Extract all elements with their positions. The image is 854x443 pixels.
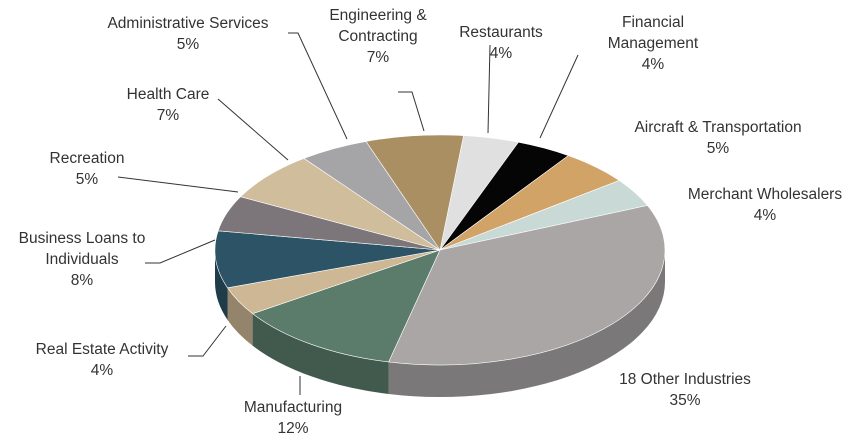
pie-slice-side: [227, 287, 253, 346]
value-label: 5%: [176, 36, 200, 53]
slice-label: Manufacturing 12%: [244, 397, 342, 439]
value-label: 5%: [75, 171, 99, 188]
slice-label: Administrative Services 5%: [107, 13, 268, 55]
slice-label: Recreation 5%: [50, 148, 125, 190]
slice-label: Financial Management 4%: [598, 12, 708, 75]
slice-label: 18 Other Industries 35%: [619, 369, 751, 411]
slice-label: Real Estate Activity 4%: [36, 339, 169, 381]
slice-label: Business Loans to Individuals 8%: [12, 228, 152, 291]
leader-line: [117, 176, 239, 193]
leader-line: [398, 91, 425, 132]
leader-line: [288, 32, 348, 140]
category-label: 18 Other Industries: [619, 371, 751, 388]
category-label: Manufacturing: [243, 399, 343, 416]
slice-label: Restaurants 4%: [459, 22, 543, 64]
category-label: Financial Management: [607, 14, 699, 52]
value-label: 4%: [753, 207, 777, 224]
pie-slice: [365, 134, 464, 251]
slice-label: Engineering & Contracting 7%: [318, 5, 438, 68]
pie-slice-side: [252, 313, 389, 394]
value-label: 5%: [706, 140, 730, 157]
leader-line: [487, 44, 491, 134]
category-label: Administrative Services: [107, 15, 269, 32]
category-label: Health Care: [126, 86, 210, 103]
category-label: Merchant Wholesalers: [687, 186, 843, 203]
value-label: 35%: [669, 392, 701, 409]
category-label: Recreation: [49, 150, 125, 167]
slice-label: Merchant Wholesalers 4%: [688, 184, 842, 226]
slice-label: Health Care 7%: [127, 84, 210, 126]
pie-slice: [251, 249, 441, 363]
category-label: Aircraft & Transportation: [634, 119, 802, 136]
pie-slice: [214, 230, 441, 289]
pie-slice-side: [215, 250, 228, 320]
value-label: 4%: [90, 362, 114, 379]
category-label: Real Estate Activity: [35, 341, 169, 358]
value-label: 7%: [366, 49, 390, 66]
value-label: 12%: [277, 420, 309, 437]
category-label: Engineering & Contracting: [329, 7, 427, 45]
category-label: Restaurants: [459, 24, 543, 41]
leader-line: [539, 54, 579, 139]
pie-slice-side: [388, 250, 665, 397]
value-label: 4%: [489, 45, 513, 62]
value-label: 7%: [156, 107, 180, 124]
value-label: 4%: [641, 56, 665, 73]
value-label: 8%: [70, 272, 94, 289]
pie-slice: [388, 205, 666, 366]
leader-line: [145, 239, 216, 264]
leader-line: [217, 98, 289, 161]
leader-line: [188, 325, 227, 357]
slice-label: Aircraft & Transportation 5%: [634, 117, 801, 159]
category-label: Business Loans to Individuals: [18, 230, 146, 268]
